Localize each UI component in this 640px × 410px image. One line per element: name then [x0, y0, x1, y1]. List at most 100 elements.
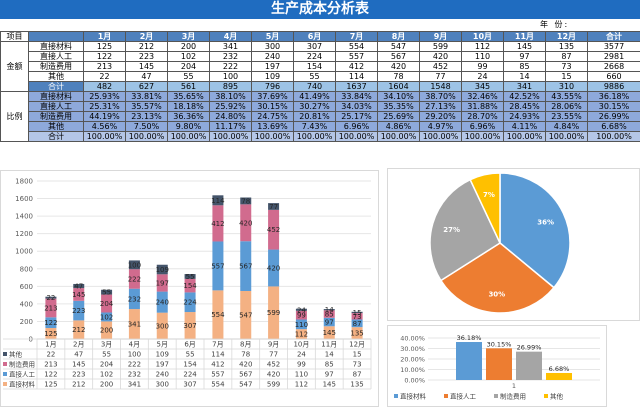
bar-data-label: 110 [295, 321, 308, 329]
ratio-bar-label: 26.99% [517, 344, 542, 352]
ratio-bar [486, 348, 512, 380]
amount-row-total: 2668 [588, 62, 640, 72]
bar-data-label: 420 [267, 264, 280, 272]
bar-data-label: 240 [156, 299, 169, 307]
amount-cell: 14 [504, 72, 546, 82]
y-tick-label: 10.00% [400, 366, 425, 374]
bar-data-label: 567 [239, 263, 252, 271]
legend-swatch [444, 394, 448, 398]
amount-cell: 557 [336, 52, 378, 62]
header-item: 项目 [1, 32, 29, 42]
y-tick-label: 1800 [15, 178, 33, 186]
amount-total-label: 合计 [29, 82, 84, 92]
bar-data-label: 145 [72, 291, 85, 299]
amount-total-cell: 740 [294, 82, 336, 92]
data-table-value: 341 [128, 381, 141, 389]
y-tick-label: 0 [29, 336, 33, 344]
data-table-value: 232 [128, 371, 141, 379]
amount-cell: 307 [294, 42, 336, 52]
ratio-bar-chart: 0.00%10.00%20.00%30.00%40.00%36.18%30.15… [388, 326, 606, 406]
amount-cell: 420 [420, 52, 462, 62]
ratio-cell: 44.19% [84, 112, 126, 122]
data-table-value: 213 [44, 361, 57, 369]
legend-label: 制造费用 [9, 360, 35, 369]
ratio-bar-label: 36.18% [457, 334, 482, 342]
ratio-cell: 27.13% [420, 102, 462, 112]
ratio-total-cell: 100.00% [462, 132, 504, 142]
bar-data-label: 55 [102, 289, 111, 297]
y-tick-label: 30.00% [400, 345, 425, 353]
header-month: 3月 [168, 32, 210, 42]
amount-cell: 554 [336, 42, 378, 52]
ratio-cell: 34.10% [378, 92, 420, 102]
data-table-value: 114 [211, 351, 225, 359]
ratio-cell: 28.70% [462, 112, 504, 122]
ratio-cell: 18.18% [168, 102, 210, 112]
bar-data-label: 554 [211, 311, 225, 319]
data-table-value: 77 [269, 351, 278, 359]
bar-data-label: 557 [211, 262, 224, 270]
data-table-value: 599 [267, 381, 280, 389]
legend-swatch [3, 372, 7, 376]
bar-data-label: 87 [353, 320, 362, 328]
ratio-bar [516, 352, 542, 380]
amount-cell: 109 [252, 72, 294, 82]
amount-cell: 412 [336, 62, 378, 72]
amount-cell: 547 [378, 42, 420, 52]
data-table-value: 122 [44, 371, 57, 379]
amount-cell: 122 [84, 52, 126, 62]
ratio-group-label: 比例 [1, 92, 29, 142]
ratio-cell: 4.56% [84, 122, 126, 132]
ratio-cell: 34.03% [336, 102, 378, 112]
ratio-cell: 25.92% [210, 102, 252, 112]
data-table-value: 224 [183, 371, 197, 379]
bar-data-label: 341 [128, 321, 141, 329]
ratio-cell: 28.45% [504, 102, 546, 112]
bar-data-label: 145 [323, 329, 336, 337]
row-item-label: 制造费用 [29, 112, 84, 122]
ratio-cell: 24.75% [252, 112, 294, 122]
ratio-cell: 23.55% [546, 112, 588, 122]
ratio-cell: 20.81% [294, 112, 336, 122]
header-month: 9月 [420, 32, 462, 42]
ratio-cell: 23.13% [126, 112, 168, 122]
data-table-value: 557 [211, 371, 224, 379]
bar-data-label: 122 [44, 319, 57, 327]
row-item-label: 其他 [29, 72, 84, 82]
bar-data-label: 307 [183, 322, 196, 330]
y-tick-label: 40.00% [400, 335, 425, 343]
data-table-value: 99 [297, 361, 306, 369]
data-table-value: 212 [72, 381, 85, 389]
ratio-total-cell: 100.00% [420, 132, 462, 142]
ratio-cell: 11.17% [210, 122, 252, 132]
ratio-bar-label: 6.68% [549, 365, 570, 373]
pie-chart-panel: 36%30%27%7% [387, 168, 640, 321]
bar-data-label: 97 [325, 319, 334, 327]
amount-cell: 204 [168, 62, 210, 72]
legend-label: 直接人工 [450, 392, 477, 401]
amount-cell: 47 [126, 72, 168, 82]
x-tick-label: 1 [512, 382, 516, 390]
amount-total-cell: 345 [462, 82, 504, 92]
header-month: 5月 [252, 32, 294, 42]
amount-total-cell: 341 [504, 82, 546, 92]
data-table-value: 78 [241, 351, 250, 359]
amount-row-total: 660 [588, 72, 640, 82]
amount-cell: 223 [126, 52, 168, 62]
ratio-cell: 4.97% [420, 122, 462, 132]
x-tick-label: 8月 [240, 341, 251, 349]
ratio-total-label: 合计 [29, 132, 84, 142]
amount-row-total: 3577 [588, 42, 640, 52]
data-table-value: 204 [100, 361, 114, 369]
ratio-total-cell: 100.00% [546, 132, 588, 142]
data-table-value: 145 [72, 361, 85, 369]
ratio-cell: 35.57% [126, 102, 168, 112]
data-table-value: 547 [239, 381, 252, 389]
bar-data-label: 100 [128, 261, 141, 269]
bar-data-label: 22 [46, 294, 55, 302]
data-table-value: 102 [100, 371, 113, 379]
